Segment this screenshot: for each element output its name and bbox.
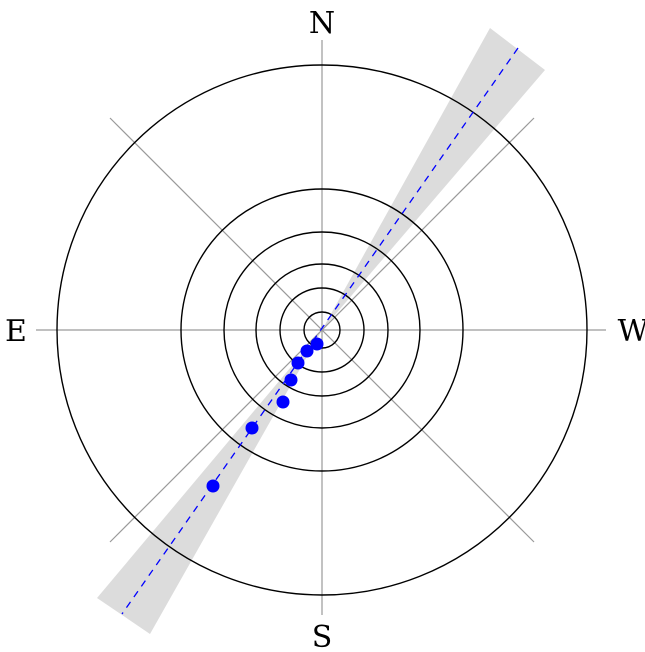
north-label: N (309, 6, 335, 41)
data-point-1 (310, 337, 324, 351)
ring-3 (223, 231, 421, 429)
axis-lines (36, 40, 606, 615)
data-point-4 (284, 373, 298, 387)
west-label: W (618, 314, 645, 349)
data-point-5 (276, 395, 290, 409)
data-point-7 (206, 479, 220, 493)
south-label: S (312, 620, 333, 652)
data-point-2 (300, 344, 314, 358)
ring-2 (180, 188, 464, 472)
ring-4 (255, 263, 389, 397)
nw-se-axis (109, 117, 535, 543)
east-label: E (5, 314, 27, 349)
data-point-6 (245, 421, 259, 435)
trend-line (121, 47, 519, 615)
data-point-3 (291, 356, 305, 370)
ring-5 (279, 287, 365, 373)
ring-1 (56, 64, 588, 596)
data-points (206, 337, 324, 493)
